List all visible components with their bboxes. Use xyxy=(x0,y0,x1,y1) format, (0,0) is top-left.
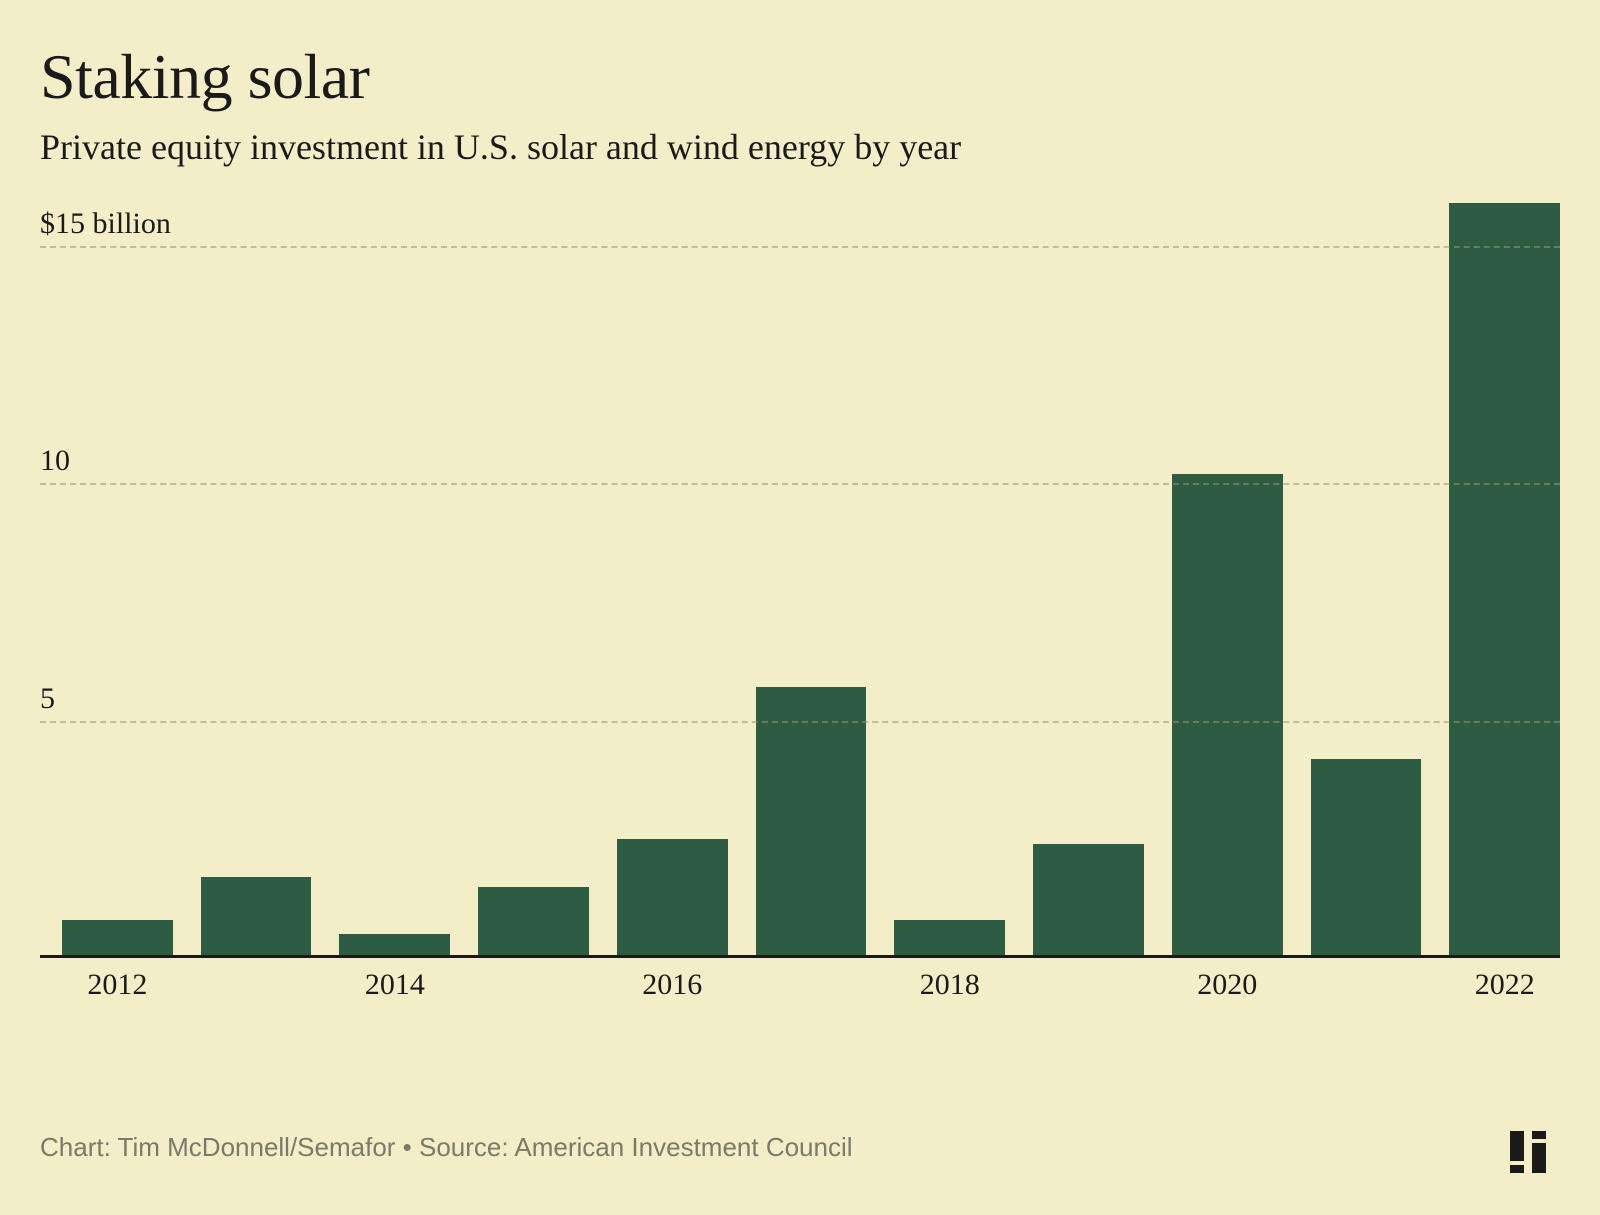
bar-2015 xyxy=(478,887,589,958)
bar-2013 xyxy=(201,877,312,958)
y-axis-label: $15 billion xyxy=(40,206,179,240)
gridline xyxy=(40,246,1560,248)
x-axis-label: 2014 xyxy=(339,968,450,1002)
x-axis-label: 2022 xyxy=(1449,968,1560,1002)
x-axis-label: 2016 xyxy=(617,968,728,1002)
gridline xyxy=(40,483,1560,485)
chart-area: 5 10 $15 billion 2012.2014.2016.2018.2020.… xyxy=(40,198,1560,1018)
bars-group xyxy=(62,198,1560,958)
y-axis-label: 5 xyxy=(40,681,63,715)
bar-2021 xyxy=(1311,759,1422,959)
x-axis-labels: 2012.2014.2016.2018.2020.2022 xyxy=(62,968,1560,1002)
chart-footer: Chart: Tim McDonnell/Semafor • Source: A… xyxy=(40,1132,853,1163)
bar-2019 xyxy=(1033,844,1144,958)
x-axis-label: 2012 xyxy=(62,968,173,1002)
semafor-logo-icon xyxy=(1506,1129,1552,1175)
x-axis-line xyxy=(40,955,1560,958)
bar-2022 xyxy=(1449,203,1560,958)
bar-2017 xyxy=(756,687,867,958)
bar-2016 xyxy=(617,839,728,958)
bar-2020 xyxy=(1172,474,1283,959)
bar-2018 xyxy=(894,920,1005,958)
chart-subtitle: Private equity investment in U.S. solar … xyxy=(40,126,1560,168)
x-axis-label: 2018 xyxy=(894,968,1005,1002)
bar-2012 xyxy=(62,920,173,958)
chart-container: Staking solar Private equity investment … xyxy=(0,0,1600,1215)
gridline xyxy=(40,721,1560,723)
plot-region: 5 10 $15 billion xyxy=(40,198,1560,958)
x-axis-label: 2020 xyxy=(1172,968,1283,1002)
chart-title: Staking solar xyxy=(40,40,1560,114)
y-axis-label: 10 xyxy=(40,444,78,478)
